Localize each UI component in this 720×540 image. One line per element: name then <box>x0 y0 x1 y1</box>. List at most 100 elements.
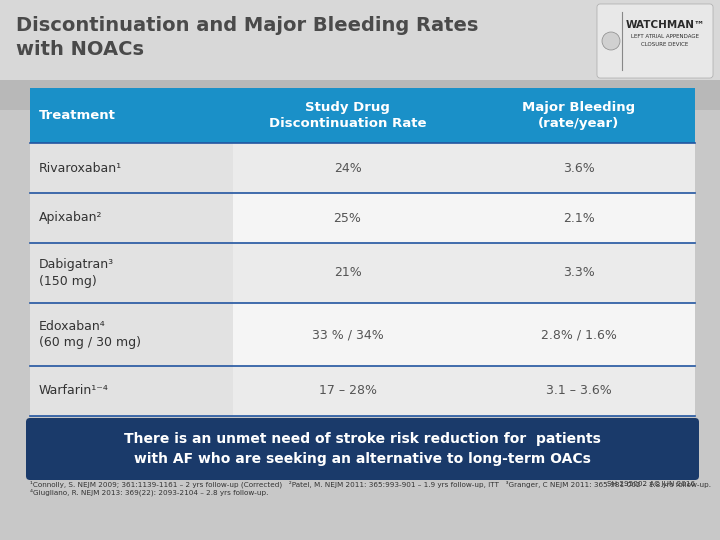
Bar <box>0 59 720 60</box>
Bar <box>0 33 720 34</box>
Bar <box>0 24 720 25</box>
Bar <box>0 65 720 66</box>
Text: 21%: 21% <box>333 267 361 280</box>
Bar <box>0 42 720 43</box>
Text: Edoxaban⁴
(60 mg / 30 mg): Edoxaban⁴ (60 mg / 30 mg) <box>39 320 141 349</box>
Bar <box>0 71 720 72</box>
FancyBboxPatch shape <box>597 4 713 78</box>
Bar <box>30 193 695 243</box>
Bar <box>0 9 720 10</box>
Bar <box>0 1 720 2</box>
Bar <box>0 80 720 110</box>
Bar <box>0 44 720 45</box>
Bar <box>0 51 720 52</box>
Bar <box>0 60 720 61</box>
Bar <box>0 13 720 14</box>
Bar <box>0 56 720 57</box>
Bar <box>0 16 720 17</box>
Text: 2.1%: 2.1% <box>563 212 595 225</box>
Bar <box>0 72 720 73</box>
Text: WATCHMAN™: WATCHMAN™ <box>625 20 705 30</box>
Bar <box>0 58 720 59</box>
Text: 24%: 24% <box>333 161 361 174</box>
Bar <box>0 23 720 24</box>
Bar <box>0 68 720 69</box>
Bar <box>0 17 720 18</box>
Text: 25%: 25% <box>333 212 361 225</box>
Bar <box>0 74 720 75</box>
Bar <box>0 0 720 80</box>
Bar <box>0 77 720 78</box>
Bar <box>0 36 720 37</box>
Text: 3.3%: 3.3% <box>563 267 595 280</box>
Text: 33 % / 34%: 33 % / 34% <box>312 328 384 341</box>
Circle shape <box>602 32 620 50</box>
Bar <box>0 39 720 40</box>
FancyBboxPatch shape <box>26 418 699 480</box>
Bar <box>0 14 720 15</box>
Bar <box>0 50 720 51</box>
Bar <box>0 18 720 19</box>
Text: ¹Connolly, S. NEJM 2009; 361:1139-1161 – 2 yrs follow-up (Corrected)   ²Patel, M: ¹Connolly, S. NEJM 2009; 361:1139-1161 –… <box>30 481 711 489</box>
Bar <box>0 19 720 20</box>
Bar <box>0 70 720 71</box>
Text: Warfarin¹⁻⁴: Warfarin¹⁻⁴ <box>39 384 109 397</box>
Bar <box>30 303 233 366</box>
Text: LEFT ATRIAL APPENDAGE: LEFT ATRIAL APPENDAGE <box>631 35 699 39</box>
Bar <box>0 10 720 11</box>
Bar <box>30 303 695 366</box>
Text: Rivaroxaban¹: Rivaroxaban¹ <box>39 161 122 174</box>
Bar <box>0 61 720 62</box>
Bar <box>0 4 720 5</box>
Text: Major Bleeding
(rate/year): Major Bleeding (rate/year) <box>522 101 635 130</box>
Bar <box>30 366 695 416</box>
Bar <box>0 45 720 46</box>
Bar <box>0 76 720 77</box>
Bar <box>0 57 720 58</box>
Text: 2.8% / 1.6%: 2.8% / 1.6% <box>541 328 616 341</box>
Bar <box>0 40 720 41</box>
Bar <box>0 79 720 80</box>
Text: CLOSURE DEVICE: CLOSURE DEVICE <box>642 43 688 48</box>
Bar <box>0 73 720 74</box>
Bar <box>0 15 720 16</box>
Bar <box>30 243 695 303</box>
Bar <box>0 22 720 23</box>
Bar <box>0 75 720 76</box>
Bar <box>0 26 720 27</box>
Bar <box>0 52 720 53</box>
Bar <box>0 8 720 9</box>
Bar <box>0 5 720 6</box>
Bar <box>0 7 720 8</box>
Bar <box>0 37 720 38</box>
Bar <box>0 48 720 49</box>
Bar <box>30 366 233 416</box>
Bar <box>30 193 233 243</box>
Bar <box>0 3 720 4</box>
Bar <box>0 34 720 35</box>
Text: Treatment: Treatment <box>39 109 116 122</box>
Bar <box>30 143 695 193</box>
Bar <box>30 88 695 143</box>
Bar <box>0 62 720 63</box>
Text: Dabigatran³
(150 mg): Dabigatran³ (150 mg) <box>39 258 114 288</box>
Bar <box>0 54 720 55</box>
Text: ⁴Giugliano, R. NEJM 2013: 369(22): 2093-2104 – 2.8 yrs follow-up.: ⁴Giugliano, R. NEJM 2013: 369(22): 2093-… <box>30 489 269 496</box>
Bar <box>0 35 720 36</box>
Bar <box>0 64 720 65</box>
Bar <box>0 12 720 13</box>
Bar <box>0 2 720 3</box>
Text: 3.1 – 3.6%: 3.1 – 3.6% <box>546 384 611 397</box>
Text: 3.6%: 3.6% <box>563 161 595 174</box>
Bar <box>0 47 720 48</box>
Bar <box>0 20 720 21</box>
Bar <box>0 67 720 68</box>
Bar <box>0 21 720 22</box>
Bar <box>0 29 720 30</box>
Bar <box>30 243 233 303</box>
Bar <box>0 28 720 29</box>
Text: Apixaban²: Apixaban² <box>39 212 102 225</box>
Bar <box>0 30 720 31</box>
Bar <box>0 41 720 42</box>
Bar <box>0 69 720 70</box>
